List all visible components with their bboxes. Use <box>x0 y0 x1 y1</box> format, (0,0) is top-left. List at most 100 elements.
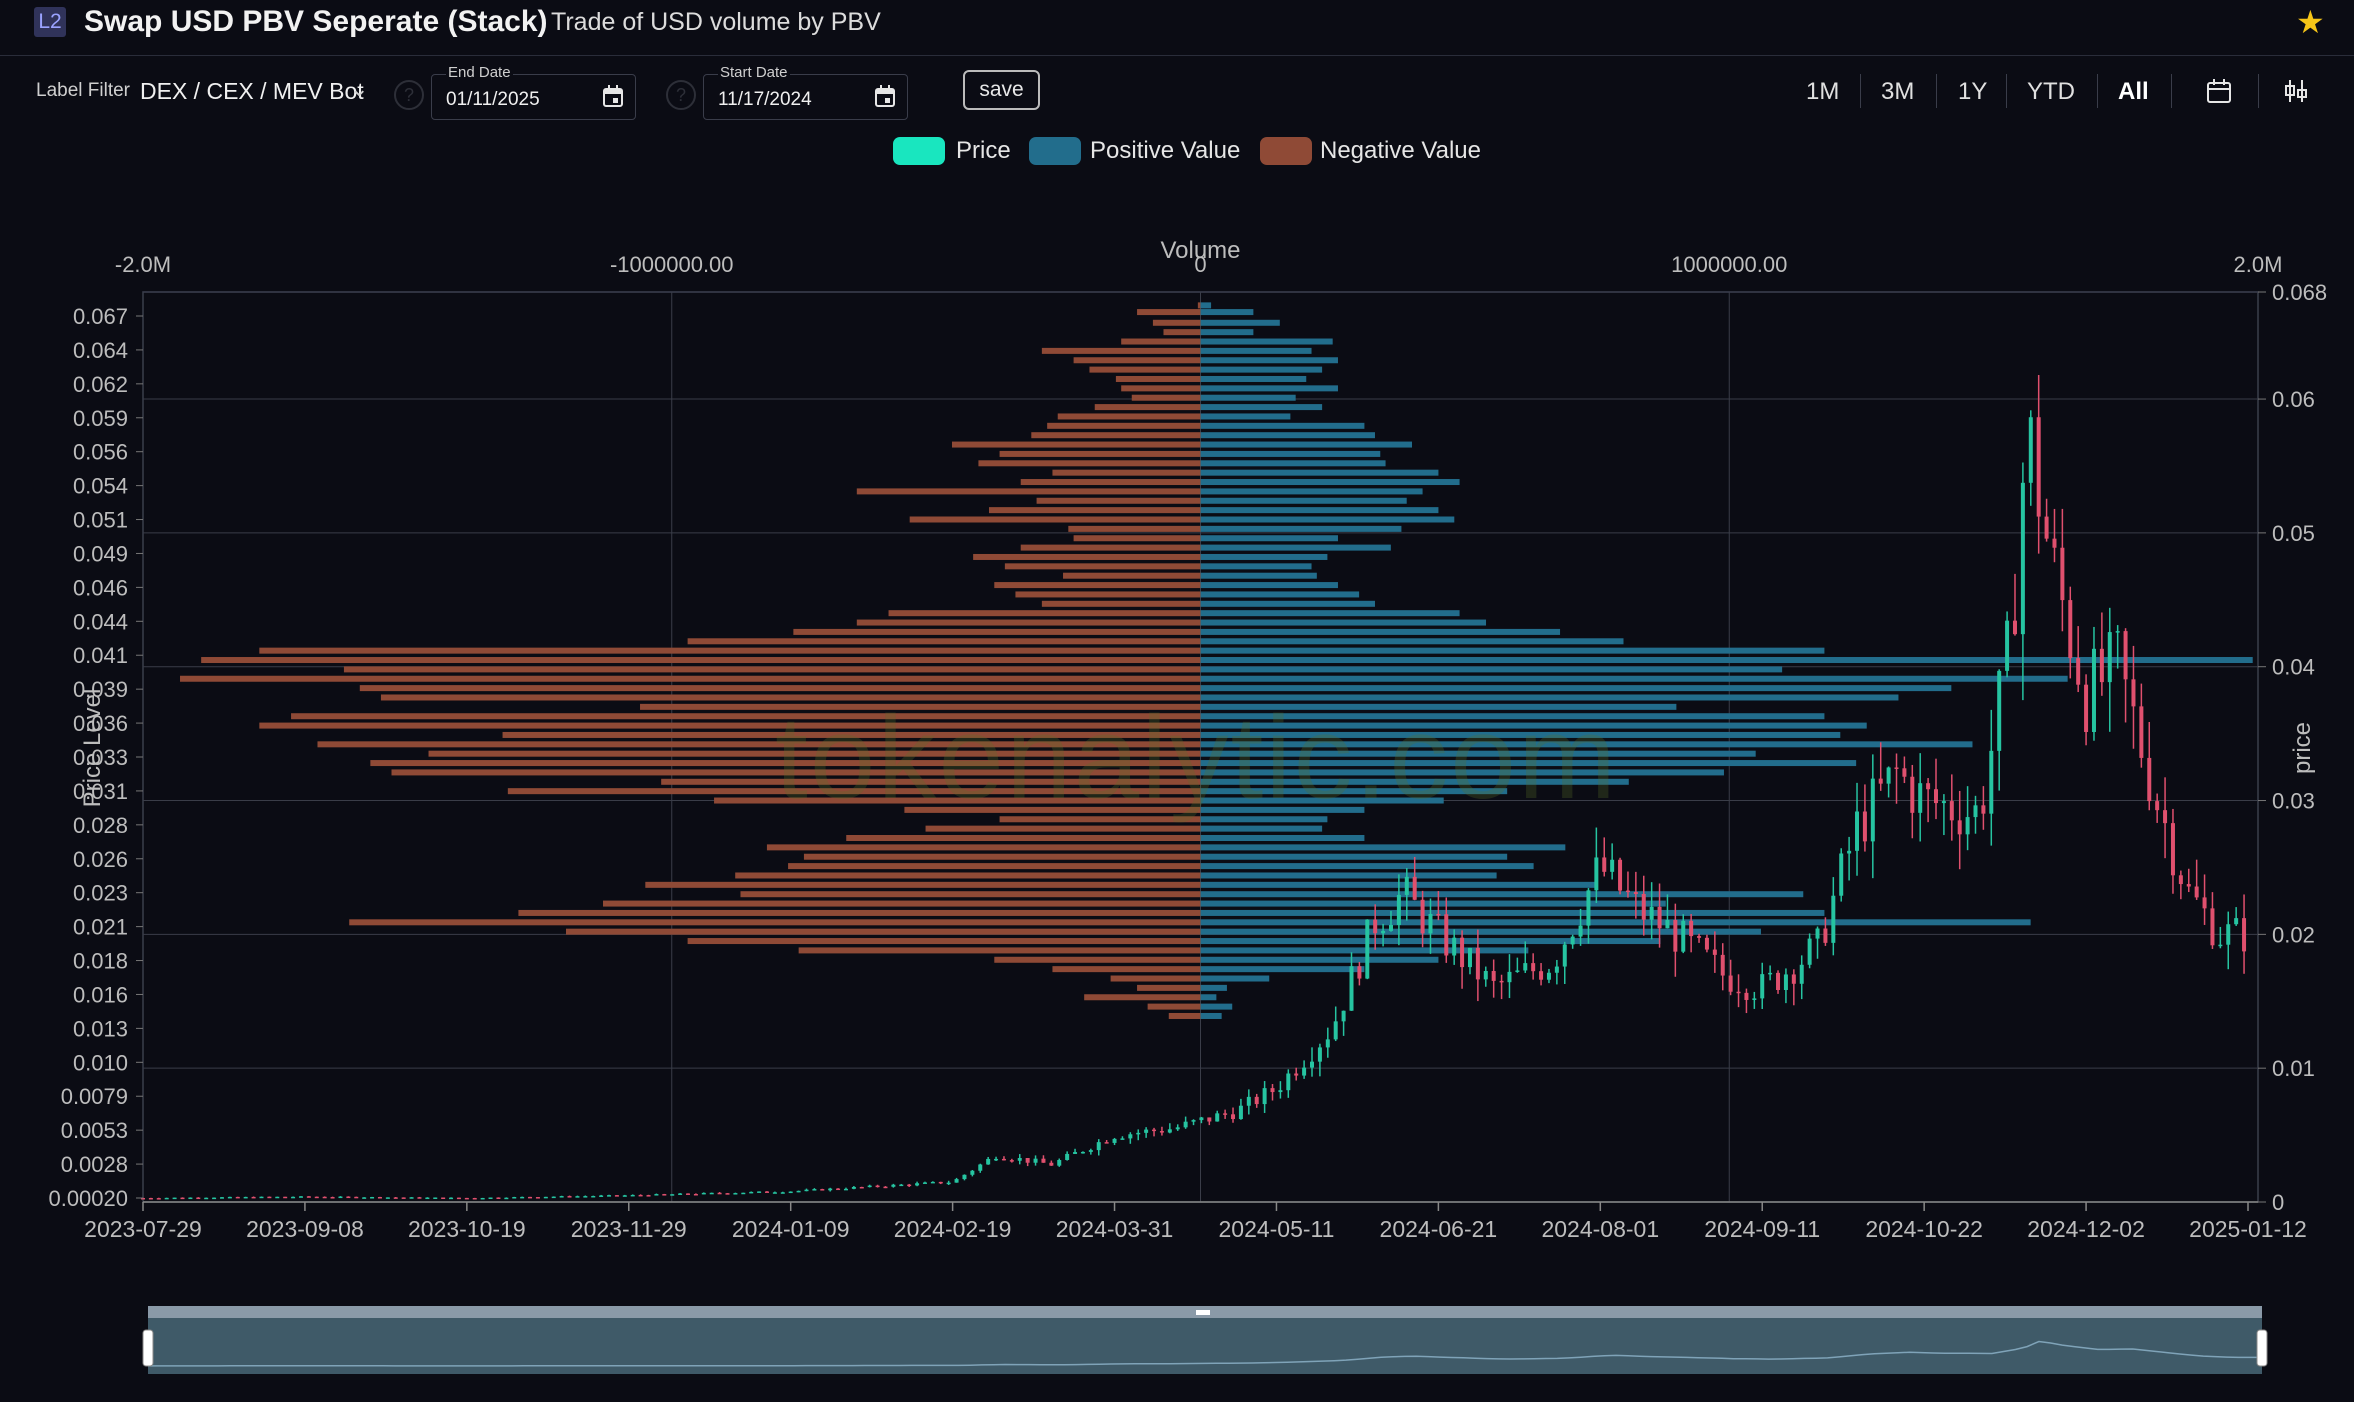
candle-body <box>1657 906 1662 929</box>
negative-value-bar <box>793 628 1201 635</box>
candle-body <box>1001 1158 1006 1161</box>
candle-body <box>1673 920 1678 952</box>
candlestick-settings-icon[interactable] <box>2283 78 2309 104</box>
candle-body <box>2242 918 2247 952</box>
candle-body <box>986 1158 991 1165</box>
volume-tick-label: -2.0M <box>115 252 171 277</box>
range-ytd-button[interactable]: YTD <box>2027 78 2075 105</box>
legend-label-price[interactable]: Price <box>956 137 1011 164</box>
star-icon[interactable]: ★ <box>2296 4 2325 40</box>
negative-value-bar <box>645 881 1201 888</box>
label-filter-select[interactable]: DEX / CEX / MEV Bot <box>140 78 364 104</box>
start-date-field[interactable]: Start Date 11/17/2024 <box>703 64 908 120</box>
candle-body <box>922 1182 927 1184</box>
candle-body <box>370 1197 375 1199</box>
candle-body <box>607 1195 612 1197</box>
legend-label-positive[interactable]: Positive Value <box>1090 137 1241 164</box>
positive-value-bar <box>1200 413 1291 420</box>
negative-value-bar <box>1063 572 1201 579</box>
candle-body <box>1033 1158 1038 1163</box>
negative-value-bar <box>1084 994 1201 1001</box>
candle-body <box>1934 789 1939 804</box>
candle-body <box>2099 648 2104 683</box>
candle-body <box>385 1197 390 1199</box>
legend-swatch-negative[interactable] <box>1260 137 1312 165</box>
legend-swatch-price[interactable] <box>893 137 945 165</box>
date-tick-label: 2025-01-12 <box>2189 1216 2307 1242</box>
positive-value-bar <box>1200 769 1724 776</box>
chevron-down-icon[interactable]: ⌄ <box>350 76 369 101</box>
price-tick-label: 0.06 <box>2272 387 2315 412</box>
candle-body <box>156 1198 161 1200</box>
end-date-value[interactable]: 01/11/2025 <box>446 89 540 110</box>
negative-value-bar <box>1089 366 1201 373</box>
price-level-tick-label: 0.049 <box>73 541 128 566</box>
positive-value-bar <box>1200 900 1666 907</box>
negative-value-bar <box>1137 984 1201 991</box>
candle-body <box>891 1184 896 1187</box>
range-1m-button[interactable]: 1M <box>1806 78 1840 105</box>
price-axis-title: price <box>2289 722 2316 774</box>
candle-body <box>1870 778 1875 842</box>
date-tick-label: 2024-06-21 <box>1380 1216 1498 1242</box>
calendar-icon[interactable] <box>603 85 623 107</box>
range-navigator <box>142 1306 2268 1374</box>
positive-value-bar <box>1200 366 1323 373</box>
positive-value-bar <box>1200 563 1312 570</box>
calendar-icon[interactable] <box>2206 78 2232 104</box>
range-1y-button[interactable]: 1Y <box>1958 78 1988 105</box>
negative-value-bar <box>994 956 1201 963</box>
negative-value-bar <box>603 900 1201 907</box>
negative-value-bar <box>661 778 1201 785</box>
start-date-value[interactable]: 11/17/2024 <box>718 89 812 110</box>
positive-value-bar <box>1200 488 1423 495</box>
price-tick-label: 0.04 <box>2272 655 2315 680</box>
negative-value-bar <box>359 685 1201 692</box>
candle-body <box>678 1193 683 1195</box>
candle-body <box>338 1196 343 1199</box>
candle-body <box>962 1174 967 1180</box>
candle-body <box>1159 1131 1164 1133</box>
calendar-icon[interactable] <box>875 85 895 107</box>
negative-value-bar <box>1094 404 1201 411</box>
candle-body <box>2202 897 2207 909</box>
navigator-grip-icon <box>1196 1310 1210 1315</box>
legend-swatch-positive[interactable] <box>1029 137 1081 165</box>
negative-value-bar <box>259 647 1201 654</box>
candle-body <box>164 1197 169 1200</box>
candle-body <box>2218 944 2223 947</box>
candle-body <box>409 1197 414 1199</box>
help-icon[interactable]: ? <box>666 80 696 110</box>
candle-body <box>1412 876 1417 900</box>
candle-body <box>1065 1153 1070 1160</box>
candle-body <box>2139 706 2144 758</box>
toolbar: Label Filter DEX / CEX / MEV Bot ⌄ ? End… <box>0 56 2354 126</box>
candle-body <box>1175 1127 1180 1130</box>
positive-value-bar <box>1200 835 1365 841</box>
candle-body <box>733 1193 738 1195</box>
candle-body <box>1847 850 1852 854</box>
volume-tick-label: 0 <box>1194 252 1206 277</box>
positive-value-bar <box>1200 816 1328 823</box>
negative-value-bar <box>343 666 1201 673</box>
candle-body <box>1088 1150 1093 1152</box>
candle-body <box>1475 947 1480 980</box>
positive-value-bar <box>1200 460 1386 467</box>
positive-value-bar <box>1200 450 1381 457</box>
candle-body <box>757 1191 762 1193</box>
candle-body <box>275 1196 280 1199</box>
legend-label-negative[interactable]: Negative Value <box>1320 137 1481 164</box>
help-icon[interactable]: ? <box>394 80 424 110</box>
range-all-button[interactable]: All <box>2118 78 2149 105</box>
positive-value-bar <box>1200 544 1391 551</box>
price-level-tick-label: 0.051 <box>73 508 128 533</box>
price-level-tick-label: 0.0079 <box>61 1084 128 1109</box>
candle-body <box>283 1196 288 1199</box>
candle-body <box>1989 750 1994 814</box>
range-3m-button[interactable]: 3M <box>1881 78 1915 105</box>
end-date-field[interactable]: End Date 01/11/2025 <box>431 64 636 120</box>
negative-value-bar <box>999 450 1201 457</box>
save-button[interactable]: save <box>963 70 1040 110</box>
price-level-tick-label: 0.033 <box>73 745 128 770</box>
